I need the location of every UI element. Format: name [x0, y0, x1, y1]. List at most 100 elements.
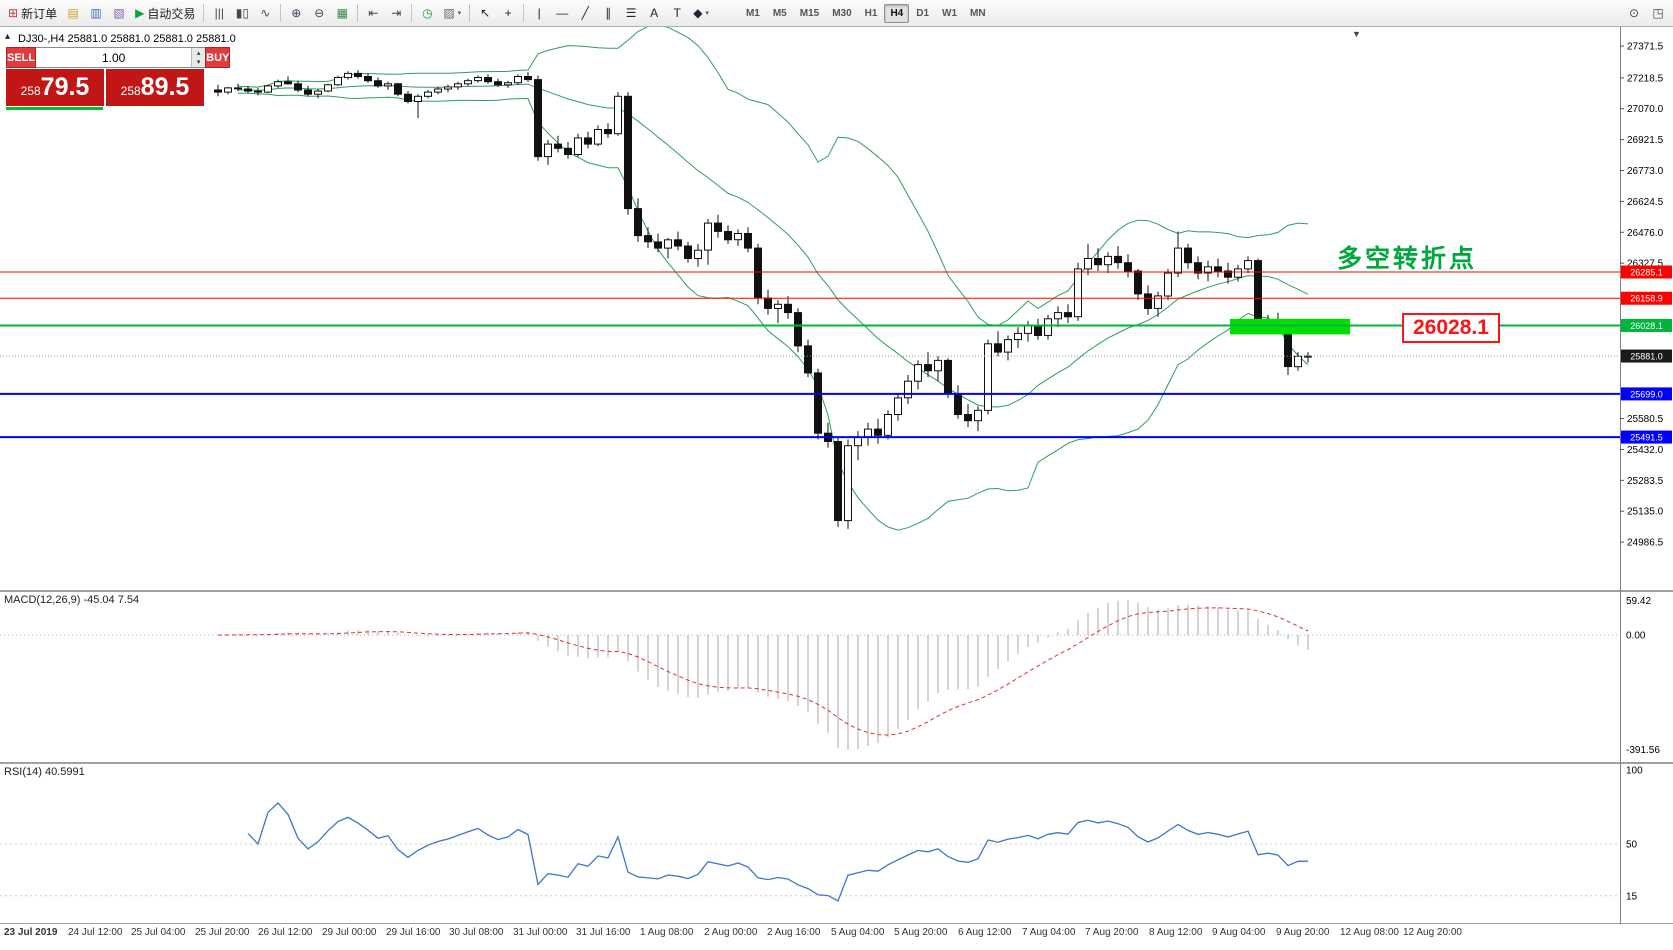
- time-axis-label: 2 Aug 16:00: [767, 927, 821, 938]
- vertical-line-button[interactable]: |: [528, 2, 550, 24]
- horizontal-line-icon: —: [556, 6, 569, 20]
- indicators-button[interactable]: ▦: [331, 2, 353, 24]
- spin-down-icon[interactable]: ▾: [192, 57, 206, 67]
- arrows-icon: ◆: [693, 6, 703, 20]
- navigator-icon: ▧: [113, 6, 125, 20]
- timeframe-M1[interactable]: M1: [740, 4, 766, 23]
- time-axis-label: 12 Aug 08:00: [1340, 927, 1399, 938]
- one-click-trading-toggle-icon[interactable]: ▴: [5, 31, 11, 42]
- chart-profiles-icon: ▤: [67, 6, 79, 20]
- bars-mode-button[interactable]: |||: [208, 2, 230, 24]
- chart-shift-button[interactable]: ⇥: [385, 2, 407, 24]
- time-axis-label: 9 Aug 20:00: [1276, 927, 1330, 938]
- chart-shift-icon: ⇥: [391, 6, 402, 20]
- candles-mode-button[interactable]: ▮▯: [231, 2, 253, 24]
- cursor-button[interactable]: ↖: [474, 2, 496, 24]
- svg-text:26624.5: 26624.5: [1627, 197, 1664, 208]
- indicators-icon: ▦: [336, 6, 348, 20]
- new-window-icon: ◳: [1652, 6, 1664, 20]
- timeframe-M30[interactable]: M30: [826, 4, 857, 23]
- svg-text:27371.5: 27371.5: [1627, 42, 1664, 53]
- time-axis-label: 26 Jul 12:00: [258, 927, 313, 938]
- chart-shift-marker-icon[interactable]: ▼: [1352, 29, 1361, 39]
- svg-text:25881.0: 25881.0: [1630, 352, 1663, 362]
- svg-text:27218.5: 27218.5: [1627, 73, 1664, 84]
- svg-text:26285.1: 26285.1: [1630, 268, 1663, 278]
- svg-text:25283.5: 25283.5: [1627, 476, 1664, 487]
- buy-price-prefix: 258: [120, 84, 141, 98]
- bollinger-bands: [237, 27, 1309, 531]
- main-chart-panel[interactable]: 27371.5 27218.5 27070.0 26921.5 26773.0 26624…: [0, 27, 1673, 592]
- arrows-button[interactable]: ◆ ▾: [689, 2, 713, 24]
- volume-spinner[interactable]: ▴ ▾: [191, 48, 206, 67]
- arrows-caret-icon: ▾: [705, 10, 709, 17]
- time-axis-label: 25 Jul 04:00: [131, 927, 186, 938]
- trend-line-button[interactable]: ╱: [574, 2, 596, 24]
- bars-mode-icon: |||: [214, 6, 224, 20]
- search-button[interactable]: ⊙: [1623, 2, 1645, 24]
- sell-button[interactable]: SELL: [6, 47, 37, 68]
- buy-price[interactable]: 258 89.5: [106, 69, 204, 106]
- navigator-button[interactable]: ▧: [108, 2, 130, 24]
- chart-annotation-text[interactable]: 多空转折点: [1337, 245, 1478, 273]
- new-order-button[interactable]: ⊞ 新订单: [4, 2, 61, 24]
- buy-button[interactable]: BUY: [205, 47, 231, 68]
- timeframe-H4[interactable]: H4: [884, 3, 910, 23]
- rsi-label: RSI(14) 40.5991: [4, 766, 85, 778]
- time-axis-label: 5 Aug 20:00: [894, 927, 948, 938]
- market-watch-button[interactable]: ▥: [85, 2, 107, 24]
- time-axis-label: 7 Aug 04:00: [1022, 927, 1076, 938]
- chart-profiles-button[interactable]: ▤: [62, 2, 84, 24]
- new-order-icon: ⊞: [8, 6, 19, 20]
- time-axis[interactable]: 23 Jul 2019 24 Jul 12:00 25 Jul 04:00 25 Ju…: [0, 924, 1673, 944]
- auto-scroll-button[interactable]: ⇤: [362, 2, 384, 24]
- auto-scroll-icon: ⇤: [368, 6, 379, 20]
- toolbar-right-group: ⊙ ◳: [1623, 2, 1669, 24]
- toolbar-separator: [357, 4, 359, 22]
- price-callout-label[interactable]: 26028.1: [1402, 313, 1500, 343]
- svg-text:25699.0: 25699.0: [1630, 389, 1663, 399]
- svg-text:26158.9: 26158.9: [1630, 294, 1663, 304]
- auto-trading-button[interactable]: ▶ 自动交易: [131, 2, 199, 24]
- volume-input[interactable]: [36, 48, 192, 67]
- line-mode-button[interactable]: ∿: [254, 2, 276, 24]
- timeframe-M15[interactable]: M15: [794, 4, 825, 23]
- fibonacci-icon: ☰: [625, 6, 637, 20]
- timeframe-W1[interactable]: W1: [936, 4, 963, 23]
- price-axis: 27371.5 27218.5 27070.0 26921.5 26773.0 26624…: [1620, 27, 1664, 592]
- support-line-1-axis-label: [1621, 387, 1672, 401]
- timeframe-D1[interactable]: D1: [910, 4, 935, 23]
- timeframe-H1[interactable]: H1: [859, 4, 884, 23]
- fibonacci-button[interactable]: ☰: [620, 2, 642, 24]
- crosshair-button[interactable]: +: [497, 2, 519, 24]
- pivot-line-axis-label: [1621, 318, 1672, 332]
- period-clock-button[interactable]: ◷: [416, 2, 438, 24]
- timeframe-MN[interactable]: MN: [964, 4, 992, 23]
- price-lines: 26285.1 26158.9 26028.1 25881.0 25699.0 25491…: [0, 265, 1672, 444]
- buy-price-big-digits: 89.5: [140, 73, 190, 101]
- svg-text:25432.0: 25432.0: [1627, 445, 1664, 456]
- rsi-panel: 100 50 15 RSI(14) 40.5991: [0, 764, 1673, 924]
- text-label-button[interactable]: T: [666, 2, 688, 24]
- zoom-in-button[interactable]: ⊕: [285, 2, 307, 24]
- templates-button[interactable]: ▨ ▾: [439, 2, 465, 24]
- new-window-button[interactable]: ◳: [1647, 2, 1669, 24]
- zoom-in-icon: ⊕: [291, 6, 302, 20]
- text-label-icon: T: [673, 6, 681, 20]
- rsi-line: [247, 801, 1309, 902]
- horizontal-line-button[interactable]: —: [551, 2, 573, 24]
- svg-text:50: 50: [1626, 840, 1638, 851]
- sell-price[interactable]: 258 79.5: [6, 69, 104, 106]
- pivot-zone-rect[interactable]: [1230, 318, 1350, 335]
- spin-up-icon[interactable]: ▴: [192, 48, 206, 58]
- text-button[interactable]: A: [643, 2, 665, 24]
- timeframe-M5[interactable]: M5: [767, 4, 793, 23]
- trend-line-icon: ╱: [581, 6, 589, 20]
- svg-text:59.42: 59.42: [1626, 596, 1651, 607]
- channel-button[interactable]: ∥: [597, 2, 619, 24]
- zoom-out-button[interactable]: ⊖: [308, 2, 330, 24]
- time-axis-label: 29 Jul 16:00: [386, 927, 441, 938]
- time-axis-label: 30 Jul 08:00: [449, 927, 504, 938]
